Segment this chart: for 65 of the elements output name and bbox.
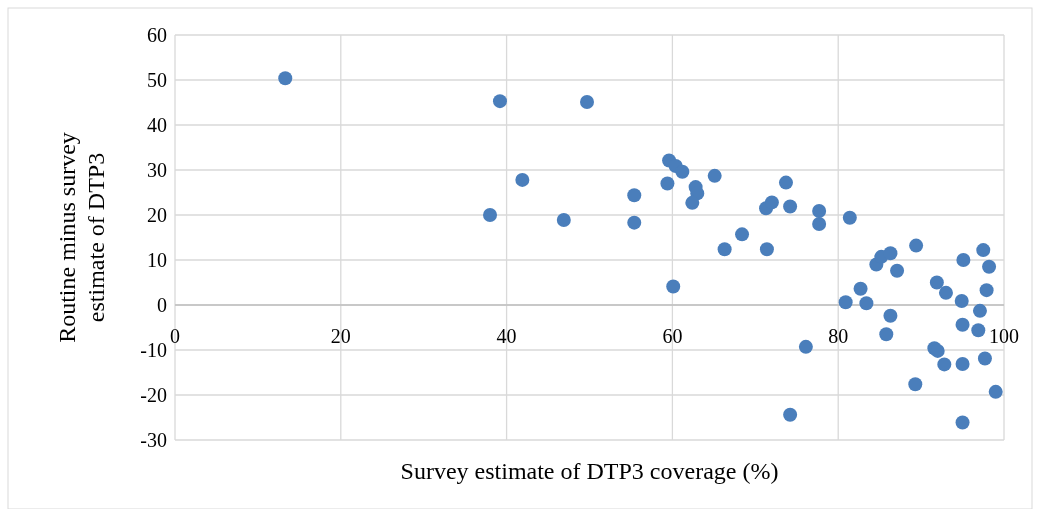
point [627,188,642,203]
y-tick-label: 40 [147,114,167,136]
point [883,246,898,261]
point [977,351,992,366]
y-tick-label: -20 [140,384,167,406]
point [580,95,595,110]
point [812,203,827,218]
point [883,308,898,323]
point [982,259,997,274]
point [783,199,798,214]
point [908,377,923,392]
y-tick-label: 10 [147,249,167,271]
y-tick-label: -30 [140,429,167,451]
point [956,253,971,267]
point [278,71,293,86]
point [660,176,675,191]
point [909,238,924,253]
y-tick-label: 50 [147,69,167,91]
point [515,172,530,187]
point [859,296,874,311]
point [988,384,1003,399]
point [838,295,853,310]
x-tick-label: 100 [989,325,1019,347]
point [929,275,944,290]
y-tick-label: 0 [157,294,167,316]
point [937,357,952,372]
point [955,415,970,430]
x-tick-label: 60 [662,325,683,347]
y-tick-label: 30 [147,159,167,181]
point [955,356,970,371]
x-tick-label: 20 [330,325,351,347]
point [556,212,571,227]
point [812,217,827,231]
y-tick-label: 60 [147,24,167,46]
point [764,195,779,210]
point [979,283,994,298]
point [707,168,722,183]
point [938,285,953,300]
point [798,339,813,354]
y-axis-title: Routine minus survey estimate of DTP3 [54,132,109,343]
point [879,327,894,342]
point [685,195,700,210]
point [954,293,969,308]
point [492,94,507,109]
x-tick-label: 40 [496,325,517,347]
y-tick-label: 20 [147,204,167,226]
x-axis-title: Survey estimate of DTP3 coverage (%) [400,458,779,484]
x-tick-label: 80 [828,325,849,347]
point [627,215,642,230]
point [783,407,798,422]
point [666,279,681,294]
point [890,263,905,278]
point [842,210,857,225]
point [717,242,732,257]
point [483,208,498,222]
point [976,243,991,258]
point [735,227,750,242]
point [971,323,986,338]
point [778,175,793,190]
point [955,317,970,332]
point [972,303,987,318]
point [853,281,868,296]
point [675,164,690,179]
point [759,242,774,257]
y-tick-label: -10 [140,339,167,361]
